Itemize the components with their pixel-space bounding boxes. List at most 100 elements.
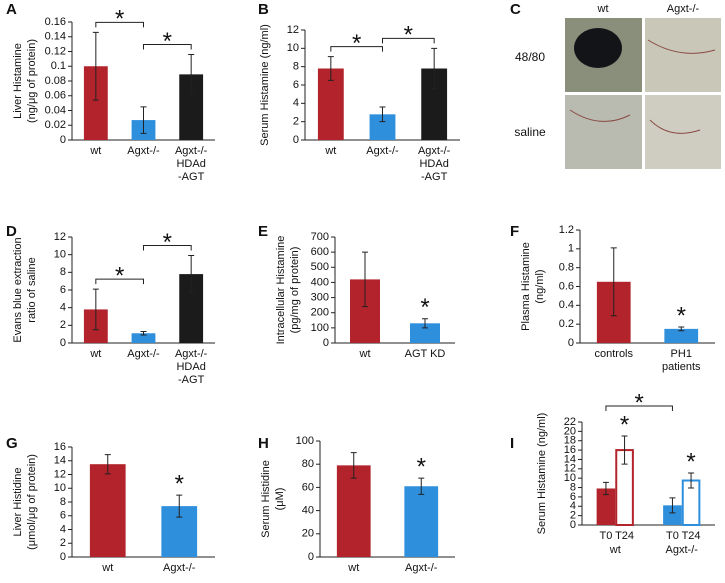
panel-letter: G [6,435,18,452]
y-axis-label: Plasma Histamine [520,242,532,331]
y-tick-label: 0.1 [51,60,66,72]
y-axis-label: (pg/mg of protein) [289,247,301,334]
error-bar [669,497,676,514]
y-tick-label: 40 [302,505,314,517]
y-axis-label: Serum Histidine [260,460,272,538]
x-tick-label: T0 [666,530,679,542]
bar [596,488,616,525]
x-tick-label: Agxt-/- [405,562,438,574]
y-tick-label: 0.6 [559,280,574,292]
y-tick-label: 0.08 [45,75,66,87]
x-tick-label: T24 [615,530,634,542]
significance-star: * [115,262,124,289]
y-tick-label: 6 [60,510,66,522]
error-bar [431,47,438,90]
significance-bracket [605,405,673,412]
error-bar [350,452,357,479]
y-tick-label: 4 [293,97,299,109]
panel-letter: F [510,223,519,240]
x-tick-label: HDAd [176,158,205,170]
significance-star: * [175,470,184,497]
y-axis-label: Evans blue extraction [12,237,24,342]
error-bar [621,435,628,465]
y-tick-label: 4 [570,500,576,512]
x-tick-label: wt [324,145,336,157]
row-label: 48/80 [515,50,545,64]
photo-vessels [569,39,716,134]
y-tick-label: 10 [54,482,66,494]
y-tick-label: 12 [54,468,66,480]
column-label: wt [597,3,609,15]
y-tick-label: 0 [323,337,329,349]
error-bar [418,477,425,495]
group-label: wt [609,544,621,556]
row-label: saline [514,125,546,139]
significance-star: * [115,6,124,33]
y-tick-label: 6 [570,491,576,503]
x-tick-label: wt [89,348,101,360]
y-tick-label: 0.02 [45,119,66,131]
error-bar [602,481,609,496]
significance-bracket [382,37,435,44]
y-axis-label: Liver Histamine [12,43,24,119]
significance-star: * [163,229,172,256]
y-tick-label: 400 [311,276,329,288]
error-bar [362,251,368,308]
photo [645,18,721,92]
significance-star: * [420,294,429,321]
y-tick-label: 18 [564,435,576,447]
y-axis-label: (ng/μg of protein) [26,39,38,123]
x-tick-label: T24 [682,530,701,542]
x-tick-label: Agxt-/- [418,145,451,157]
y-axis-label: (μM) [274,488,286,511]
bar [179,274,204,343]
y-tick-label: 2 [60,319,66,331]
significance-bracket [143,43,192,50]
panel-letter: I [510,435,514,452]
y-tick-label: 600 [311,246,329,258]
x-tick-label: wt [347,562,359,574]
y-tick-label: 0.06 [45,90,66,102]
y-tick-label: 2 [293,116,299,128]
y-tick-label: 0 [570,519,576,531]
y-tick-label: 10 [564,472,576,484]
photo [645,95,721,169]
y-tick-label: 0.2 [559,318,574,330]
y-tick-label: 0 [308,551,314,563]
y-tick-label: 2 [570,510,576,522]
bar [664,328,699,343]
significance-star: * [404,22,413,49]
x-tick-label: PH1 [671,348,692,360]
error-bar [104,454,111,475]
y-tick-label: 12 [54,231,66,243]
x-tick-label: Agxt-/- [127,145,160,157]
y-tick-label: 4 [60,302,66,314]
y-tick-label: 8 [293,61,299,73]
y-tick-label: 100 [311,322,329,334]
y-axis-label: Liver Histidine [12,467,24,536]
y-tick-label: 8 [570,481,576,493]
y-tick-label: 14 [564,453,576,465]
panel-letter: H [258,435,269,452]
y-tick-label: 22 [564,416,576,428]
y-tick-label: 0.16 [45,16,66,28]
x-tick-label: Agxt-/- [366,145,399,157]
error-bar [379,106,386,123]
y-axis-label: Intracellular Histamine [275,236,287,345]
significance-star: * [620,411,629,438]
significance-bracket [143,245,192,251]
bar [404,486,439,557]
y-tick-label: 6 [293,79,299,91]
x-tick-label: controls [594,348,633,360]
y-axis-label: (μmol/μg of protein) [26,454,38,550]
error-bar [327,56,334,81]
y-tick-label: 2 [60,537,66,549]
y-tick-label: 6 [60,284,66,296]
y-tick-label: 700 [311,231,329,243]
y-tick-label: 14 [54,455,66,467]
significance-star: * [686,448,695,475]
y-tick-label: 500 [311,261,329,273]
error-bar [688,472,695,489]
x-tick-label: wt [89,145,101,157]
